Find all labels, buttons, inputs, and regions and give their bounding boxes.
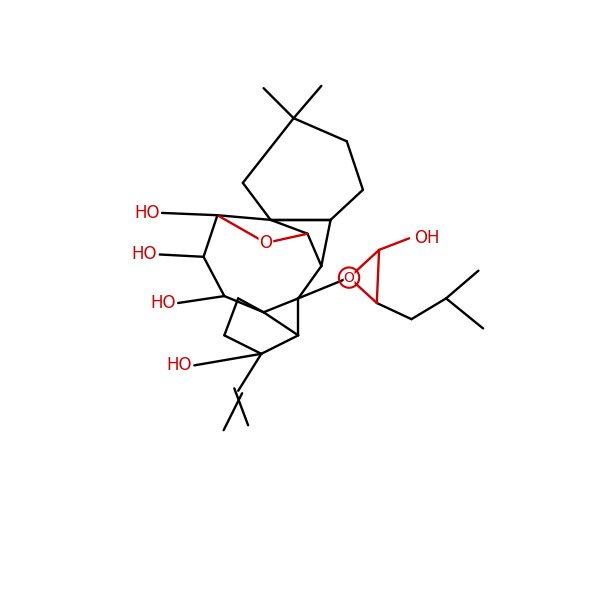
Text: HO: HO [134, 204, 160, 222]
Text: HO: HO [132, 245, 157, 263]
Text: O: O [344, 271, 355, 284]
Text: HO: HO [151, 294, 176, 312]
Text: O: O [259, 234, 272, 252]
Text: OH: OH [414, 229, 439, 247]
Text: HO: HO [167, 356, 192, 374]
